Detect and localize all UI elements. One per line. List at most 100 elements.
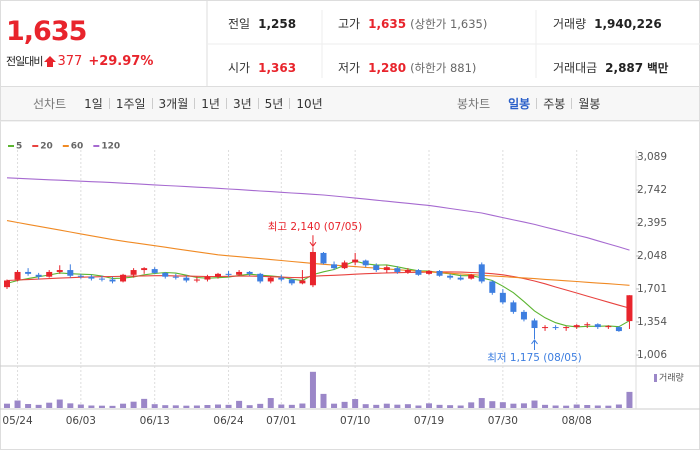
- tab-separator: [194, 98, 196, 109]
- x-tick-label: 06/24: [213, 415, 244, 427]
- tab[interactable]: 일봉: [508, 97, 531, 111]
- candle-body: [141, 268, 148, 271]
- stat-label: 거래량: [553, 17, 587, 31]
- tab[interactable]: 주봉: [543, 97, 566, 111]
- x-tick-label: 07/30: [488, 415, 518, 427]
- volume-bar: [151, 404, 158, 408]
- volume-bar: [489, 401, 496, 408]
- volume-bar: [542, 404, 549, 408]
- volume-bar: [183, 405, 190, 408]
- volume-bar: [77, 404, 84, 408]
- volume-bar: [552, 405, 559, 408]
- candle-body: [478, 264, 485, 282]
- candle-body: [77, 275, 84, 277]
- tab[interactable]: 3년: [232, 97, 252, 111]
- candle-body: [520, 311, 527, 320]
- y-tick-label: 1,006: [637, 349, 667, 361]
- tab-separator: [571, 98, 573, 109]
- candle-body: [594, 324, 601, 328]
- candle-body: [362, 260, 369, 266]
- volume-bar: [605, 405, 612, 408]
- volume-bar: [67, 403, 74, 408]
- tab[interactable]: 1주일: [115, 97, 146, 111]
- volume-bar: [215, 404, 221, 408]
- volume-legend: 거래량: [659, 372, 684, 384]
- stat-value: 1,280: [368, 61, 407, 75]
- candle-body: [383, 267, 390, 271]
- tab-separator: [108, 98, 110, 109]
- volume-bar: [246, 405, 253, 408]
- tab-separator: [151, 98, 153, 109]
- stat-label: 거래대금: [553, 61, 598, 75]
- candle-body: [352, 259, 359, 263]
- tab[interactable]: 월봉: [578, 97, 601, 111]
- candle-body: [510, 302, 517, 312]
- stat-label: 저가: [338, 61, 361, 75]
- volume-bar: [510, 403, 517, 408]
- line-tabs: 선차트 1일 1주일 3개월 1년 3년 5년 10년: [33, 87, 329, 120]
- y-tick-label: 3,089: [637, 151, 667, 163]
- volume-bar: [204, 405, 211, 408]
- tab[interactable]: 5년: [264, 97, 284, 111]
- volume-bar: [447, 405, 454, 408]
- candle-body: [236, 271, 243, 275]
- volume-bar: [267, 398, 274, 408]
- volume-bar: [299, 403, 306, 408]
- candle-body: [46, 271, 53, 277]
- tab[interactable]: 10년: [296, 97, 323, 111]
- volume-legend-swatch: [654, 374, 657, 382]
- tab[interactable]: 1년: [201, 97, 220, 111]
- candle-body: [120, 274, 127, 282]
- annotation-arrowhead: [309, 241, 317, 248]
- candle-body: [615, 327, 622, 332]
- change-label: 전일대비: [6, 55, 43, 68]
- tab-caption: 선차트: [33, 97, 67, 111]
- candle-body: [584, 324, 591, 326]
- candle-body: [109, 279, 116, 282]
- x-tick-label: 06/13: [140, 415, 170, 427]
- stat: 거래량 1,940,226: [553, 15, 662, 32]
- stat-value: 1,635: [368, 17, 407, 31]
- stat-label: 시가: [228, 61, 251, 75]
- volume-bar: [14, 400, 21, 408]
- volume-bar: [56, 399, 63, 408]
- legend-label: 20: [40, 142, 53, 152]
- current-price: 1,635: [6, 16, 87, 47]
- candle-body: [4, 280, 10, 288]
- candle-body: [320, 252, 327, 264]
- volume-bar: [320, 393, 327, 408]
- change: 377: [57, 53, 83, 69]
- candle-body: [288, 279, 295, 284]
- candle-body: [246, 271, 253, 274]
- volume-bar: [288, 404, 295, 408]
- ma-line: [6, 260, 630, 328]
- stat-note: (상한가 1,635): [410, 17, 488, 31]
- tab[interactable]: 3개월: [158, 97, 189, 111]
- candle-body: [563, 327, 570, 329]
- candle-body: [215, 273, 221, 277]
- candle-body: [626, 295, 633, 322]
- candle-tabs: 봉차트 일봉 주봉 월봉: [457, 87, 606, 120]
- candle-body: [436, 270, 443, 276]
- volume-bar: [573, 404, 580, 408]
- tab[interactable]: 1일: [84, 97, 103, 111]
- x-tick-label: 08/08: [562, 415, 592, 427]
- candle-body: [447, 275, 454, 278]
- stat: 전일 1,258: [228, 15, 296, 32]
- change-rate: +29.97%: [88, 53, 154, 69]
- candle-body: [35, 274, 42, 277]
- volume-bar: [457, 405, 464, 408]
- volume-bar: [404, 404, 411, 408]
- candle-body: [204, 276, 211, 280]
- stat: 고가 1,635 (상한가 1,635): [338, 15, 487, 32]
- x-tick-label: 05/24: [2, 415, 33, 427]
- stat-value: 1,258: [258, 17, 297, 31]
- candle-body: [193, 279, 200, 281]
- candle-body: [404, 270, 411, 272]
- volume-bar: [25, 404, 32, 408]
- candle-body: [267, 277, 274, 282]
- candle-body: [394, 268, 401, 272]
- volume-bar: [394, 404, 401, 408]
- candle-body: [426, 270, 432, 274]
